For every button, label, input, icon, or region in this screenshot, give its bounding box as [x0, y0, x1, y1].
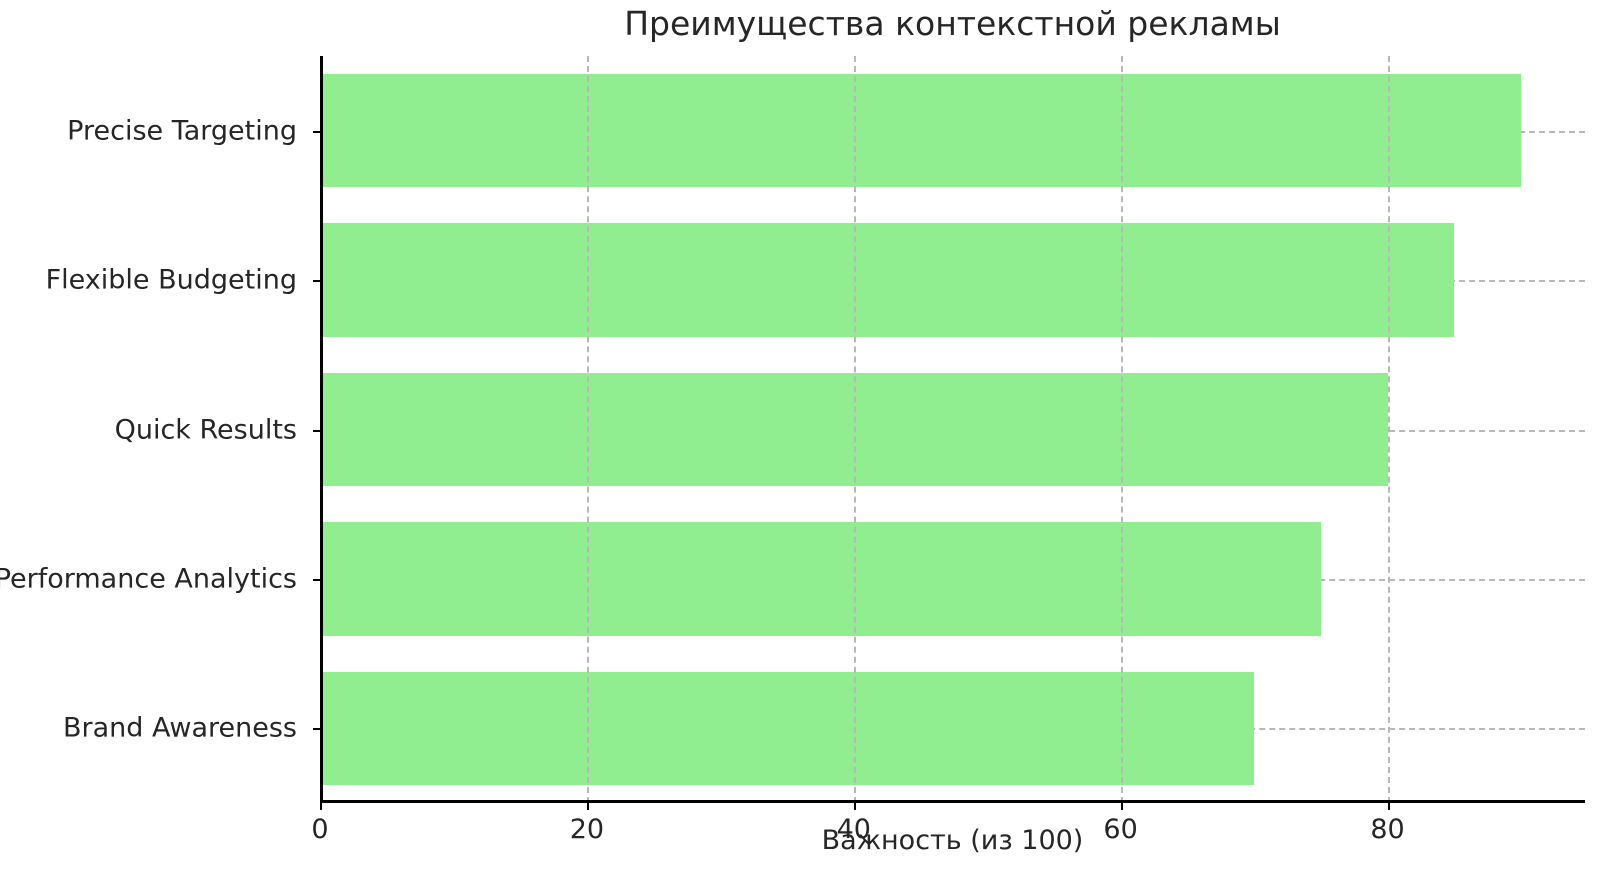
x-tick-label: 0: [311, 814, 329, 845]
y-tick-mark: [313, 578, 320, 581]
x-tick-mark: [1387, 803, 1390, 810]
vertical-gridline: [853, 56, 856, 803]
x-tick-mark: [320, 803, 322, 810]
x-tick-label: 20: [569, 814, 605, 845]
x-tick-label: 80: [1370, 814, 1405, 845]
vertical-gridline: [1120, 56, 1123, 803]
y-tick-label: Precise Targeting: [67, 115, 297, 147]
y-tick-mark: [313, 130, 320, 133]
x-axis-label: Важность (из 100): [821, 825, 1084, 856]
bar: [320, 223, 1455, 337]
plot-area: 0 20 40 60 80 Brand Awareness Performance Ana…: [0, 56, 1585, 845]
x-tick-mark: [1120, 803, 1123, 810]
page-title: Преимущества контекстной рекламы: [624, 4, 1281, 43]
vertical-gridline: [586, 56, 589, 803]
y-tick-label: Performance Analytics: [0, 563, 297, 595]
y-axis-spine: [320, 56, 323, 803]
y-tick-label: Brand Awareness: [63, 712, 297, 744]
bar: [320, 671, 1255, 785]
x-tick-label: 60: [1103, 814, 1138, 845]
bar: [320, 522, 1321, 636]
x-axis-spine: [320, 800, 1585, 803]
y-tick-mark: [313, 728, 320, 731]
vertical-gridline: [1387, 56, 1390, 803]
bar: [320, 372, 1388, 487]
y-tick-mark: [313, 280, 320, 283]
y-tick-mark: [313, 429, 320, 432]
y-tick-label: Quick Results: [114, 414, 297, 445]
x-tick-label: 40: [836, 814, 871, 845]
bar: [320, 73, 1521, 188]
y-tick-label: Flexible Budgeting: [45, 264, 297, 296]
x-tick-mark: [586, 803, 589, 810]
x-tick-mark: [853, 803, 856, 810]
